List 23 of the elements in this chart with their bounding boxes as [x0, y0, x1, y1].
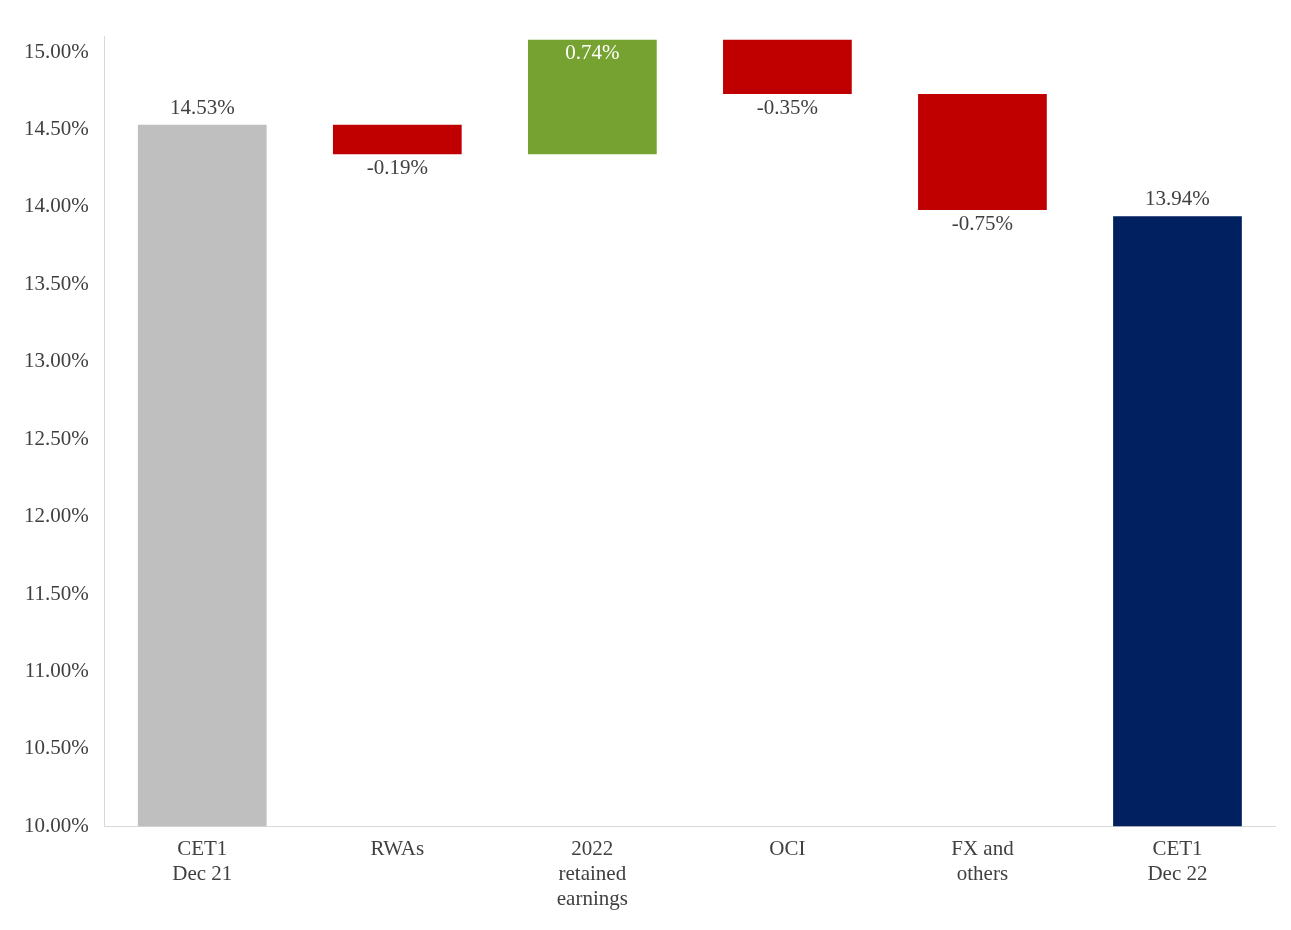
x-tick-label: OCI — [769, 835, 806, 860]
x-tick-label: 2022 retained earnings — [556, 835, 628, 910]
y-tick-label: 13.50% — [23, 270, 89, 295]
y-tick-label: 13.00% — [23, 348, 89, 373]
y-tick-label: 11.50% — [24, 580, 89, 605]
x-tick-label: CET1 Dec 21 — [172, 835, 233, 885]
x-tick-label: CET1 Dec 22 — [1147, 835, 1208, 885]
data-label: 0.74% — [565, 39, 620, 64]
x-tick-label: FX and others — [951, 835, 1015, 885]
y-tick-label: 10.00% — [23, 812, 89, 837]
y-tick-label: 12.50% — [23, 425, 89, 450]
data-label: -0.19% — [366, 155, 428, 180]
data-label: -0.35% — [756, 94, 819, 119]
y-tick-label: 12.00% — [23, 503, 89, 528]
y-tick-label: 10.50% — [23, 735, 89, 760]
x-tick-label: RWAs — [370, 835, 425, 860]
y-tick-label: 11.00% — [24, 658, 89, 683]
data-label: -0.75% — [951, 211, 1014, 236]
y-tick-label: 14.50% — [23, 116, 89, 141]
y-tick-label: 15.00% — [23, 38, 89, 63]
data-label: 14.53% — [169, 94, 235, 119]
data-label: 13.94% — [1145, 186, 1210, 211]
y-tick-label: 14.00% — [23, 193, 89, 218]
